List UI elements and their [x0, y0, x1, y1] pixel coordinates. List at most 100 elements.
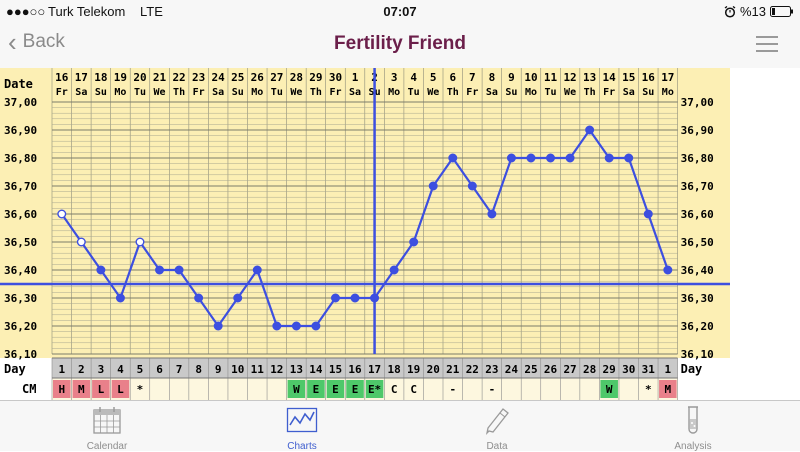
cycle-day-label: 1 [58, 363, 65, 376]
weekday-label: Fr [329, 87, 341, 98]
cm-cell-fill [365, 380, 384, 398]
temperature-point [409, 237, 419, 247]
cycle-day-label: 29 [603, 363, 616, 376]
temperature-point [252, 265, 262, 275]
cycle-day-label: 17 [368, 363, 381, 376]
date-label: 11 [544, 71, 558, 84]
battery-percent: %13 [739, 4, 766, 19]
temperature-point [57, 209, 67, 219]
temperature-point [233, 293, 243, 303]
y-tick-label-left: 36,40 [4, 264, 37, 277]
date-label: 25 [231, 71, 244, 84]
cycle-day-label: 27 [563, 363, 576, 376]
weekday-label: Sa [623, 87, 635, 98]
cycle-day-label: 22 [466, 363, 479, 376]
tab-charts[interactable]: Charts [242, 405, 362, 452]
tab-analysis[interactable]: Analysis [633, 405, 753, 452]
y-tick-label-right: 36,90 [681, 124, 714, 137]
weekday-label: Mo [251, 87, 263, 98]
date-label: 28 [290, 71, 303, 84]
weekday-label: Fr [193, 87, 205, 98]
cm-value: H [58, 383, 65, 396]
cm-value: W [606, 383, 613, 396]
date-row-label: Date [4, 77, 33, 91]
menu-icon[interactable] [756, 36, 778, 54]
y-tick-label-right: 36,70 [681, 180, 714, 193]
y-tick-label-left: 36,60 [4, 208, 37, 221]
y-tick-label-left: 36,30 [4, 292, 37, 305]
cm-value: E [352, 383, 359, 396]
date-label: 30 [329, 71, 342, 84]
temperature-point [546, 153, 556, 163]
cycle-day-label: 23 [485, 363, 498, 376]
cycle-day-label: 18 [388, 363, 401, 376]
date-label: 21 [153, 71, 167, 84]
cycle-day-label: 19 [407, 363, 420, 376]
temperature-point [311, 321, 321, 331]
cm-cell-fill [287, 380, 306, 398]
bbt-chart-svg: Date161718192021222324252627282930123456… [0, 68, 800, 400]
temperature-point [448, 153, 458, 163]
date-label: 17 [661, 71, 674, 84]
cm-cell-fill [72, 380, 91, 398]
weekday-label: Tu [134, 87, 146, 98]
y-tick-label-left: 36,70 [4, 180, 37, 193]
cm-value: W [293, 383, 300, 396]
date-label: 8 [489, 71, 496, 84]
network-type: LTE [140, 4, 163, 19]
weekday-label: Mo [662, 87, 674, 98]
weekday-label: Th [173, 87, 185, 98]
cm-value: E [313, 383, 320, 396]
cycle-day-label: 11 [251, 363, 265, 376]
tab-bar: Calendar Charts Data Analysis [0, 400, 800, 452]
cm-cell-fill [600, 380, 618, 398]
weekday-label: Th [584, 87, 596, 98]
temperature-point [115, 293, 125, 303]
weekday-label: Tu [545, 87, 557, 98]
date-label: 29 [309, 71, 322, 84]
cycle-day-label: 25 [524, 363, 537, 376]
temperature-point [643, 209, 653, 219]
cm-value: M [665, 383, 672, 396]
cm-value: E [332, 383, 339, 396]
y-tick-label-right: 36,10 [681, 348, 714, 361]
signal-strength: ●●●○○ [6, 4, 46, 19]
temperature-point [330, 293, 340, 303]
weekday-label: Fr [56, 87, 68, 98]
back-label: Back [22, 31, 65, 52]
y-tick-label-left: 36,10 [4, 348, 37, 361]
weekday-label: Mo [114, 87, 126, 98]
date-label: 22 [172, 71, 185, 84]
calendar-icon [93, 407, 121, 434]
y-tick-label-right: 36,40 [681, 264, 714, 277]
tab-data-label: Data [486, 441, 508, 452]
back-button[interactable]: ‹ Back [8, 27, 65, 57]
y-tick-label-right: 36,30 [681, 292, 714, 305]
temperature-point [291, 321, 301, 331]
cm-value: E* [368, 383, 381, 396]
tab-calendar-label: Calendar [86, 441, 128, 452]
cycle-day-label: 1 [665, 363, 672, 376]
chevron-left-icon: ‹ [8, 27, 17, 57]
temperature-point [467, 181, 477, 191]
tab-data[interactable]: Data [437, 405, 557, 452]
temperature-point [213, 321, 223, 331]
cm-cell-fill [346, 380, 364, 398]
date-label: 19 [114, 71, 127, 84]
cm-cell-fill [53, 380, 71, 398]
weekday-label: Tu [271, 87, 283, 98]
temperature-point [663, 265, 673, 275]
carrier-name: Turk Telekom [48, 4, 126, 19]
cycle-day-label: 28 [583, 363, 596, 376]
page-title: Fertility Friend [334, 33, 466, 54]
battery-indicator: %13 [724, 4, 794, 19]
date-label: 16 [642, 71, 656, 84]
cm-cell-fill [659, 380, 677, 398]
cycle-day-label: 4 [117, 363, 124, 376]
date-label: 13 [583, 71, 596, 84]
y-tick-label-left: 36,20 [4, 320, 37, 333]
cycle-day-label: 3 [98, 363, 105, 376]
tab-calendar[interactable]: Calendar [47, 405, 167, 452]
fertility-chart[interactable]: Date161718192021222324252627282930123456… [0, 68, 800, 400]
date-label: 3 [391, 71, 398, 84]
